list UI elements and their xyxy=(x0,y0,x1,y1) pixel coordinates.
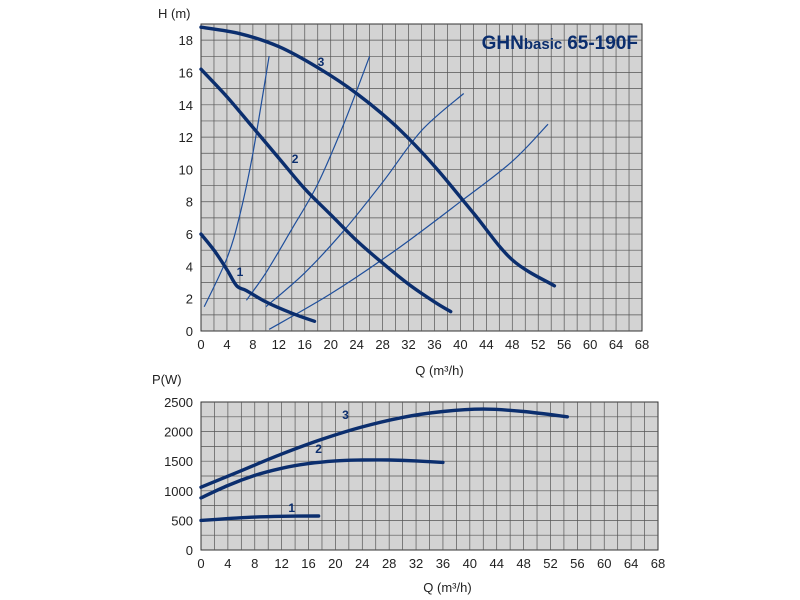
x-tick-label: 48 xyxy=(505,337,519,352)
series-label-3: 3 xyxy=(318,55,325,69)
x-tick-label: 28 xyxy=(382,556,396,571)
system-curve-1 xyxy=(203,56,270,308)
model-title: GHNbasic 65-190F xyxy=(482,33,638,54)
x-tick-label: 44 xyxy=(479,337,493,352)
x-tick-label: 68 xyxy=(635,337,649,352)
series-label-2: 2 xyxy=(292,152,299,166)
x-tick-label: 52 xyxy=(531,337,545,352)
x-tick-label: 12 xyxy=(274,556,288,571)
x-tick-label: 60 xyxy=(597,556,611,571)
system-curve-3 xyxy=(265,93,465,308)
series-label-1: 1 xyxy=(288,501,295,515)
x-tick-label: 16 xyxy=(298,337,312,352)
x-tick-label: 32 xyxy=(409,556,423,571)
x-tick-label: 64 xyxy=(624,556,638,571)
y-tick-label: 14 xyxy=(179,98,193,113)
series-line-2 xyxy=(199,458,445,500)
system-curve-2 xyxy=(245,56,371,301)
y-tick-label: 0 xyxy=(186,543,193,558)
x-tick-label: 20 xyxy=(328,556,342,571)
model-prefix: GHN xyxy=(482,33,524,54)
y-tick-label: 2000 xyxy=(164,425,193,440)
x-tick-label: 60 xyxy=(583,337,597,352)
series-label-3: 3 xyxy=(342,408,349,422)
x-tick-label: 52 xyxy=(543,556,557,571)
x-tick-label: 4 xyxy=(224,556,231,571)
y-axis-label: P(W) xyxy=(152,372,182,387)
x-tick-label: 56 xyxy=(570,556,584,571)
y-tick-label: 1500 xyxy=(164,454,193,469)
x-tick-label: 68 xyxy=(651,556,665,571)
x-tick-label: 4 xyxy=(223,337,230,352)
x-tick-label: 36 xyxy=(436,556,450,571)
y-axis-label: H (m) xyxy=(158,6,191,21)
x-axis-label: Q (m³/h) xyxy=(423,580,471,595)
y-tick-label: 6 xyxy=(186,227,193,242)
y-tick-label: 12 xyxy=(179,130,193,145)
power-chart: 0 4 8 12 16 20 24 28 32 36 40 44 48 52 56 60 64 680500100… xyxy=(152,372,665,595)
model-suffix: basic xyxy=(524,36,562,53)
y-tick-label: 2 xyxy=(186,292,193,307)
y-tick-label: 0 xyxy=(186,324,193,339)
x-tick-label: 40 xyxy=(453,337,467,352)
y-tick-label: 2500 xyxy=(164,395,193,410)
x-tick-label: 40 xyxy=(463,556,477,571)
series-line-1 xyxy=(199,514,321,523)
model-code: 65-190F xyxy=(567,33,638,54)
x-tick-label: 44 xyxy=(489,556,503,571)
y-tick-label: 1000 xyxy=(164,484,193,499)
x-tick-label: 48 xyxy=(516,556,530,571)
x-tick-label: 24 xyxy=(355,556,369,571)
x-tick-label: 8 xyxy=(249,337,256,352)
y-tick-label: 18 xyxy=(179,33,193,48)
x-tick-label: 20 xyxy=(323,337,337,352)
y-tick-label: 8 xyxy=(186,195,193,210)
y-tick-label: 10 xyxy=(179,162,193,177)
x-tick-label: 0 xyxy=(197,556,204,571)
y-tick-label: 4 xyxy=(186,259,193,274)
x-tick-label: 32 xyxy=(401,337,415,352)
series-line-3 xyxy=(199,407,569,489)
head-chart: 0 4 8 12 16 20 24 28 32 36 40 44 48 52 56 60 64 680246810… xyxy=(158,6,649,378)
x-axis-label: Q (m³/h) xyxy=(415,363,463,378)
x-tick-label: 8 xyxy=(251,556,258,571)
y-tick-label: 16 xyxy=(179,65,193,80)
series-line-1 xyxy=(199,232,317,323)
series-line-3 xyxy=(199,25,557,288)
series-label-1: 1 xyxy=(237,265,244,279)
x-tick-label: 64 xyxy=(609,337,623,352)
series-line-2 xyxy=(199,67,453,314)
series-label-2: 2 xyxy=(315,442,322,456)
x-tick-label: 36 xyxy=(427,337,441,352)
system-curve-4 xyxy=(268,123,549,330)
x-tick-label: 28 xyxy=(375,337,389,352)
y-tick-label: 500 xyxy=(171,513,193,528)
x-tick-label: 0 xyxy=(197,337,204,352)
x-tick-label: 24 xyxy=(349,337,363,352)
x-tick-label: 12 xyxy=(272,337,286,352)
x-tick-label: 56 xyxy=(557,337,571,352)
x-tick-label: 16 xyxy=(301,556,315,571)
